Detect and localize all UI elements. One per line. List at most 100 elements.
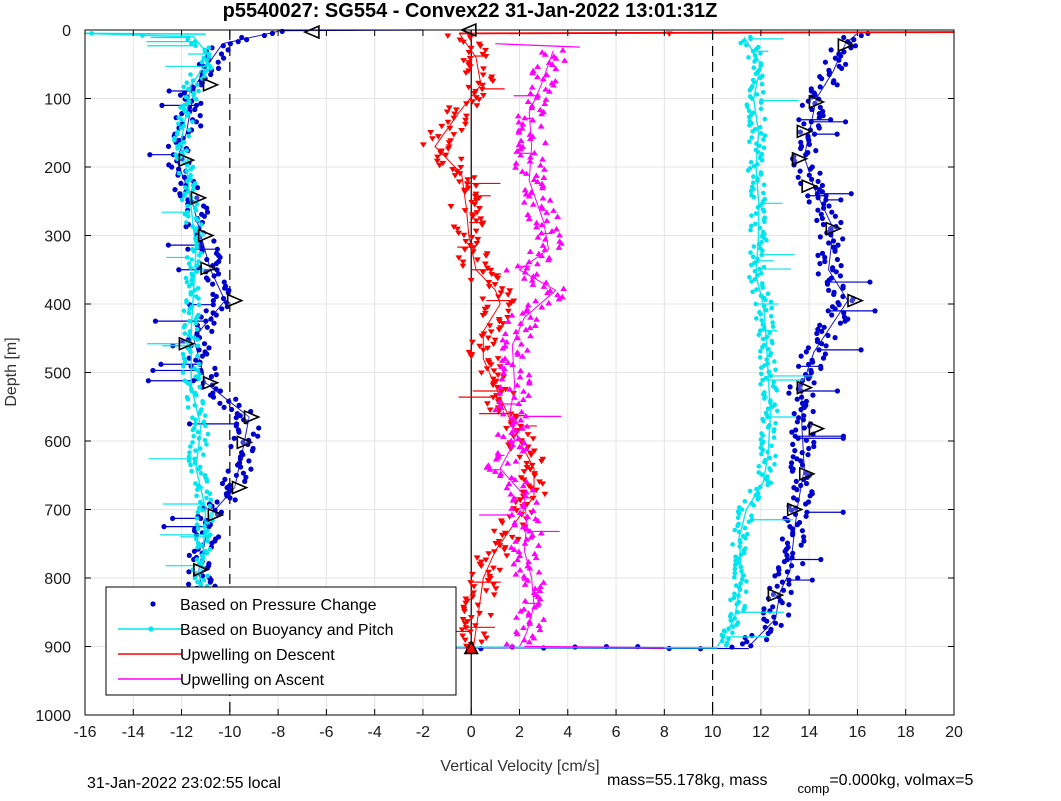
data-point xyxy=(765,425,771,430)
data-point xyxy=(836,302,842,308)
data-point xyxy=(195,353,200,359)
data-point xyxy=(495,538,503,545)
data-point xyxy=(473,103,481,109)
data-point xyxy=(794,522,801,528)
data-point xyxy=(521,575,529,581)
series-2 xyxy=(419,31,955,650)
data-point xyxy=(539,75,547,82)
data-point xyxy=(766,369,772,375)
data-point xyxy=(177,92,184,98)
data-point xyxy=(756,332,762,338)
data-point xyxy=(759,472,765,477)
data-point xyxy=(487,329,495,335)
data-point xyxy=(813,148,819,154)
data-point xyxy=(818,365,824,371)
y-axis-label: Depth [m] xyxy=(3,337,20,406)
data-point xyxy=(516,552,524,559)
data-point xyxy=(206,53,212,59)
data-point xyxy=(803,437,810,443)
data-point xyxy=(478,370,485,376)
data-point xyxy=(837,273,844,279)
data-point xyxy=(248,466,254,472)
data-point xyxy=(508,474,515,481)
data-point xyxy=(798,482,804,489)
data-point xyxy=(152,318,159,324)
data-point xyxy=(798,458,804,464)
data-point xyxy=(759,81,765,87)
data-point xyxy=(463,181,471,187)
data-point xyxy=(519,121,527,127)
data-point xyxy=(436,162,443,169)
data-point xyxy=(511,521,519,528)
data-point xyxy=(480,66,487,72)
data-point xyxy=(508,534,516,541)
data-point xyxy=(800,417,807,423)
data-point xyxy=(832,306,838,312)
data-point xyxy=(794,419,801,425)
data-point xyxy=(779,536,786,542)
data-point xyxy=(737,544,742,549)
data-point xyxy=(798,145,804,152)
data-point xyxy=(186,581,192,587)
data-point xyxy=(194,522,200,527)
data-point xyxy=(842,119,849,125)
data-point xyxy=(461,637,469,644)
data-point xyxy=(742,525,748,531)
data-point xyxy=(771,379,776,385)
data-point xyxy=(524,577,532,583)
data-point xyxy=(220,43,226,49)
data-point xyxy=(781,559,788,565)
data-point xyxy=(750,180,756,186)
data-point xyxy=(552,65,560,72)
data-point xyxy=(202,438,208,443)
data-point xyxy=(188,166,194,172)
data-point xyxy=(840,509,846,515)
data-point xyxy=(197,253,202,258)
data-point xyxy=(770,340,775,346)
direction-marker xyxy=(193,562,210,577)
data-point xyxy=(527,485,535,491)
data-point xyxy=(819,76,825,82)
x-tick-label: 14 xyxy=(800,724,818,741)
data-point xyxy=(816,347,822,353)
data-point xyxy=(499,321,507,327)
data-point xyxy=(233,396,239,402)
data-point xyxy=(787,384,793,390)
data-point xyxy=(752,268,758,274)
data-point xyxy=(459,39,467,46)
data-point xyxy=(473,555,481,561)
data-point xyxy=(516,443,524,450)
data-point xyxy=(749,223,754,229)
data-point xyxy=(550,82,558,88)
data-point xyxy=(181,140,187,145)
data-point xyxy=(803,501,809,507)
data-point xyxy=(191,335,197,340)
x-tick-label: 10 xyxy=(704,724,722,741)
data-point xyxy=(838,263,844,269)
data-point xyxy=(490,341,497,348)
data-point xyxy=(516,497,524,504)
data-point xyxy=(509,497,517,503)
data-point xyxy=(815,271,821,277)
data-point xyxy=(219,480,226,487)
data-point xyxy=(221,55,227,61)
data-point xyxy=(244,37,250,43)
surface-segment xyxy=(459,31,955,35)
data-point xyxy=(541,166,548,172)
data-point xyxy=(514,262,522,269)
data-point xyxy=(744,639,750,645)
y-tick-label: 600 xyxy=(44,434,71,451)
x-tick-label: -2 xyxy=(416,724,430,741)
data-point xyxy=(838,53,844,59)
data-point xyxy=(200,401,206,406)
data-point xyxy=(758,172,764,177)
data-point xyxy=(233,415,239,421)
data-point xyxy=(204,351,210,357)
data-point xyxy=(523,478,531,485)
data-point xyxy=(537,583,544,589)
data-point xyxy=(183,275,189,281)
data-point xyxy=(214,499,220,505)
data-point xyxy=(770,591,777,598)
data-point xyxy=(184,279,190,285)
data-point xyxy=(832,248,838,254)
